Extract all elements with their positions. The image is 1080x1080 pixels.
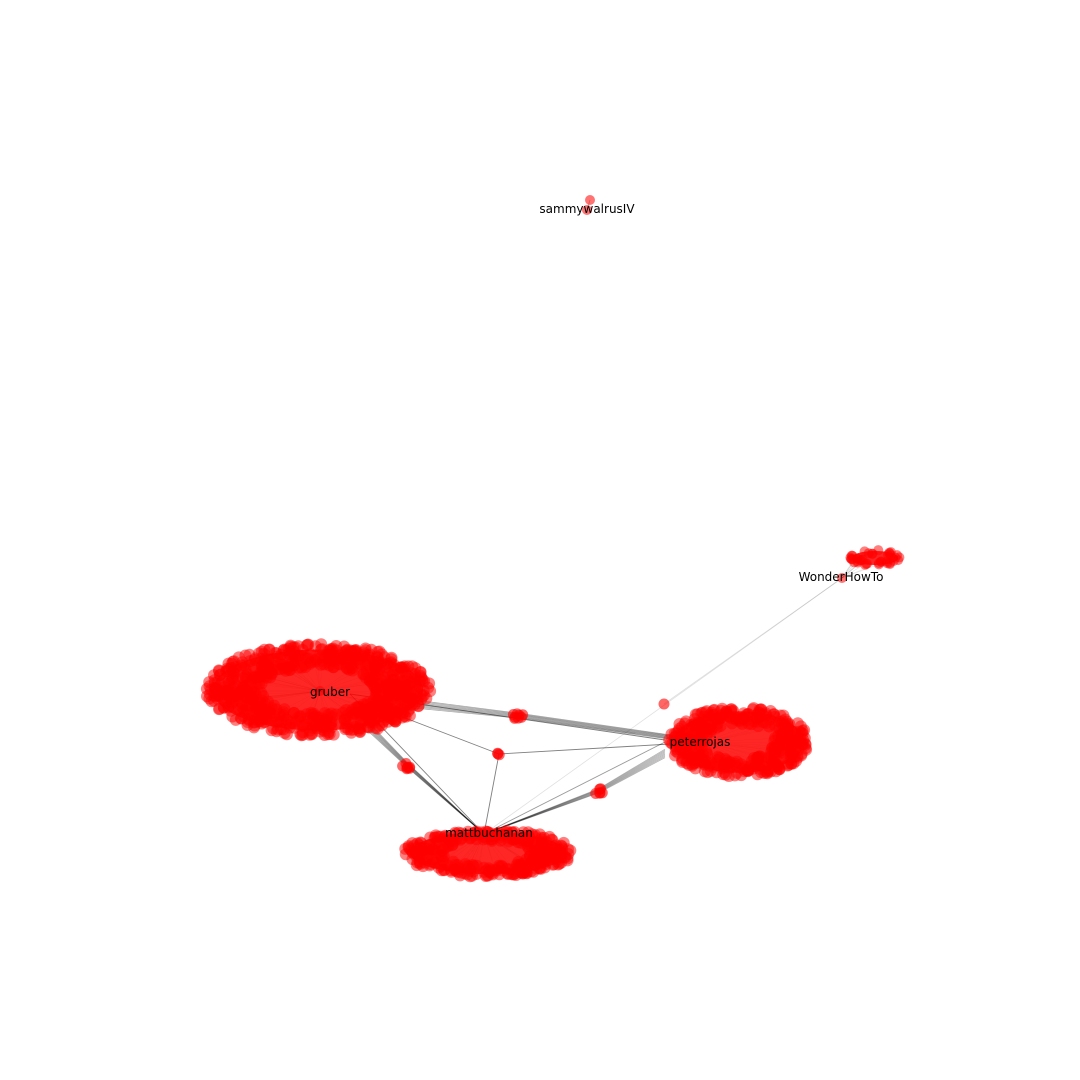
labels-layer: gruber peterrojas mattbuchanan WonderHow… — [310, 202, 883, 840]
hub-node-sammywalrusIV — [582, 205, 592, 215]
bridge-node — [512, 712, 524, 724]
leaf-node — [369, 722, 382, 734]
leaf-node — [403, 709, 416, 722]
edge-bridge-mattbuchanan — [407, 763, 485, 835]
label-peterrojas: peterrojas — [670, 735, 731, 749]
edge-bridge-mattbuchanan — [407, 765, 485, 835]
clusters-layer — [200, 545, 905, 883]
edge-peterrojas-bridge — [598, 754, 666, 792]
edge-bridge-peterrojas — [517, 712, 676, 736]
edge-bridge-mattbuchanan — [407, 766, 485, 835]
edge-bridge-mattbuchanan — [407, 766, 485, 835]
edge-peterrojas-bridge — [598, 756, 666, 793]
edge-peterrojas-bridge — [598, 757, 666, 794]
cluster-core — [851, 550, 899, 566]
edge-center-peterrojas — [498, 743, 671, 755]
hub-node-gruber — [315, 686, 325, 696]
hub-node-peterrojas — [700, 737, 710, 747]
edge-peterrojas-bridge — [598, 751, 666, 791]
cluster-peterrojas — [663, 702, 813, 782]
edge-peterrojas-mattbuchanan — [483, 741, 666, 835]
edge-isolated-wonderhowto — [663, 577, 843, 705]
bridge-node — [658, 698, 670, 710]
hub-node-mattbuchanan — [479, 829, 489, 839]
edge-gruber-center — [399, 715, 500, 755]
label-mattbuchanan: mattbuchanan — [445, 826, 533, 840]
edge-bridge-mattbuchanan — [407, 767, 485, 835]
edges-layer — [217, 199, 887, 875]
bridge-center — [492, 747, 505, 761]
cluster-core — [673, 711, 805, 773]
edge-bridge-peterrojas — [517, 716, 676, 739]
edge-gruber-bridge — [367, 728, 409, 767]
edge-bridge-peterrojas — [517, 717, 676, 740]
edge-bridge-mattbuchanan — [407, 764, 485, 835]
node-sammywalrusIV-partner — [585, 195, 595, 205]
leaf-node — [422, 681, 435, 694]
edge-peterrojas-bridge — [598, 748, 666, 789]
hubs-layer — [315, 195, 847, 839]
edge-peterrojas-bridge — [598, 752, 666, 791]
bridge-node — [397, 760, 409, 772]
edge-peterrojas-bridge — [598, 750, 666, 790]
edge-bridge-peterrojas — [517, 713, 676, 737]
leaf-node — [323, 728, 336, 740]
leaf-node — [301, 638, 314, 651]
edge-center-mattbuchanan — [483, 753, 500, 835]
leaf-node — [399, 848, 412, 861]
edge-bridge-peterrojas — [517, 717, 676, 741]
edge-bridge-peterrojas — [517, 714, 676, 738]
cluster-core — [409, 831, 567, 875]
hub-node-WonderHowTo — [837, 573, 847, 583]
label-sammywalrusIV: sammywalrusIV — [539, 202, 635, 216]
leaf-node — [770, 765, 782, 778]
bridge-node — [492, 747, 504, 759]
leaf-node — [258, 643, 271, 656]
edge-peterrojas-bridge — [598, 753, 666, 792]
bridge-gruber-peterrojas — [507, 708, 529, 724]
bridge-isolated — [658, 698, 670, 710]
edge-bridge-peterrojas — [517, 714, 676, 738]
label-WonderHowTo: WonderHowTo — [799, 570, 884, 584]
cluster-WonderHowTo — [845, 545, 905, 570]
edge-bridge-peterrojas — [517, 715, 676, 739]
bridge-gruber-mattbuchanan — [397, 758, 416, 775]
cluster-mattbuchanan — [399, 824, 577, 883]
edge-bridge-mattbuchanan — [407, 763, 485, 835]
leaf-node — [200, 682, 213, 695]
label-gruber: gruber — [310, 685, 350, 699]
bridge-peterrojas-mattbuchanan — [590, 783, 608, 799]
edge-bridge-mattbuchanan — [407, 765, 485, 835]
bridge-node — [594, 787, 606, 799]
